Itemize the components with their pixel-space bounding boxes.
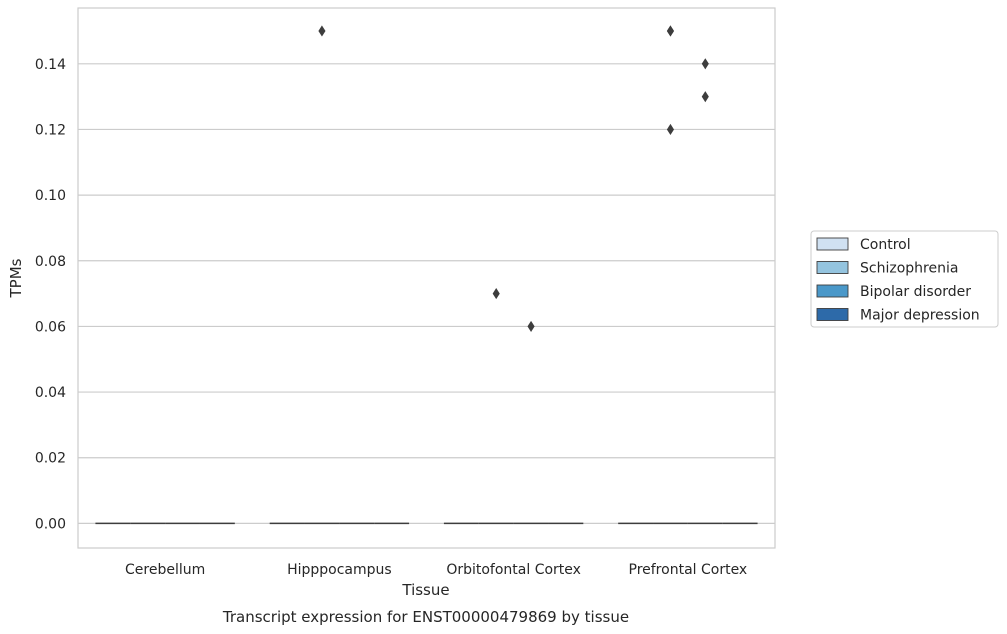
x-tick-label: Prefrontal Cortex xyxy=(629,562,748,578)
y-tick-label: 0.06 xyxy=(35,319,66,335)
outlier-point xyxy=(527,320,535,332)
y-axis-ticks: 0.00 0.02 0.04 0.06 0.08 0.10 0.12 0.14 xyxy=(35,57,66,533)
y-axis-label: TPMs xyxy=(7,258,25,298)
legend-label: Schizophrenia xyxy=(860,261,958,277)
legend-label: Major depression xyxy=(860,308,980,324)
plot-background xyxy=(78,8,775,548)
outlier-point xyxy=(666,25,675,37)
x-tick-label: Cerebellum xyxy=(125,562,205,578)
y-tick-label: 0.12 xyxy=(35,122,66,138)
legend-label: Bipolar disorder xyxy=(860,284,971,300)
outlier-point xyxy=(318,25,326,37)
y-tick-label: 0.00 xyxy=(35,516,66,532)
legend-frame xyxy=(810,230,999,328)
outlier-point xyxy=(701,91,709,103)
y-tick-label: 0.10 xyxy=(35,188,66,204)
legend-swatch xyxy=(816,261,849,274)
x-axis-label: Tissue xyxy=(401,581,449,599)
chart-caption: Transcript expression for ENST0000047986… xyxy=(222,608,629,626)
x-tick-label: Hipppocampus xyxy=(287,562,392,578)
y-tick-label: 0.14 xyxy=(35,57,66,73)
outlier-point xyxy=(666,123,675,136)
outliers xyxy=(318,25,709,332)
y-tick-label: 0.04 xyxy=(35,385,66,401)
outlier-point xyxy=(701,58,709,70)
x-tick-label: Orbitofontal Cortex xyxy=(446,562,581,578)
legend-swatch xyxy=(816,237,849,251)
y-tick-label: 0.02 xyxy=(35,451,66,467)
legend-swatch xyxy=(816,284,849,298)
outlier-point xyxy=(492,288,500,300)
y-tick-label: 0.08 xyxy=(35,254,66,270)
legend-swatch xyxy=(816,308,849,321)
gridlines xyxy=(78,63,775,524)
plot-frame xyxy=(77,7,776,549)
x-axis-ticks: Cerebellum Hipppocampus Orbitofontal Corte… xyxy=(125,562,747,578)
legend-label: Control xyxy=(860,237,911,253)
legend: Control Schizophrenia Bipolar disorder Majo… xyxy=(810,230,999,328)
